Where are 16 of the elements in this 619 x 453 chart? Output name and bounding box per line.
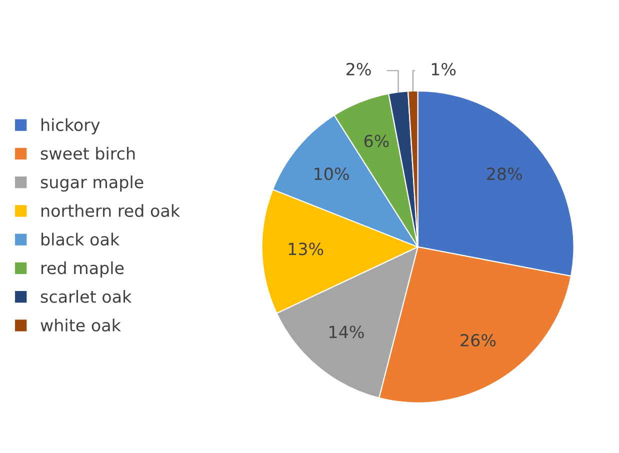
legend-label: white oak (40, 318, 121, 332)
legend-label: northern red oak (42, 204, 180, 218)
data-label: 26% (460, 334, 496, 347)
data-label: 13% (288, 242, 324, 256)
data-label: 14% (330, 326, 364, 338)
legend-label: black oak (42, 232, 120, 246)
data-label: 6% (364, 134, 389, 148)
legend-label: sugar maple (40, 175, 144, 192)
data-label: 1% (432, 62, 456, 76)
data-label: 2% (346, 62, 371, 76)
legend-label: sweet birch (40, 146, 135, 160)
legend-label: hickory (42, 118, 100, 134)
legend-label: red maple (42, 261, 124, 278)
data-label: 28% (487, 168, 522, 180)
data-label: 10% (314, 168, 349, 180)
legend-label: scarlet oak (40, 290, 132, 303)
